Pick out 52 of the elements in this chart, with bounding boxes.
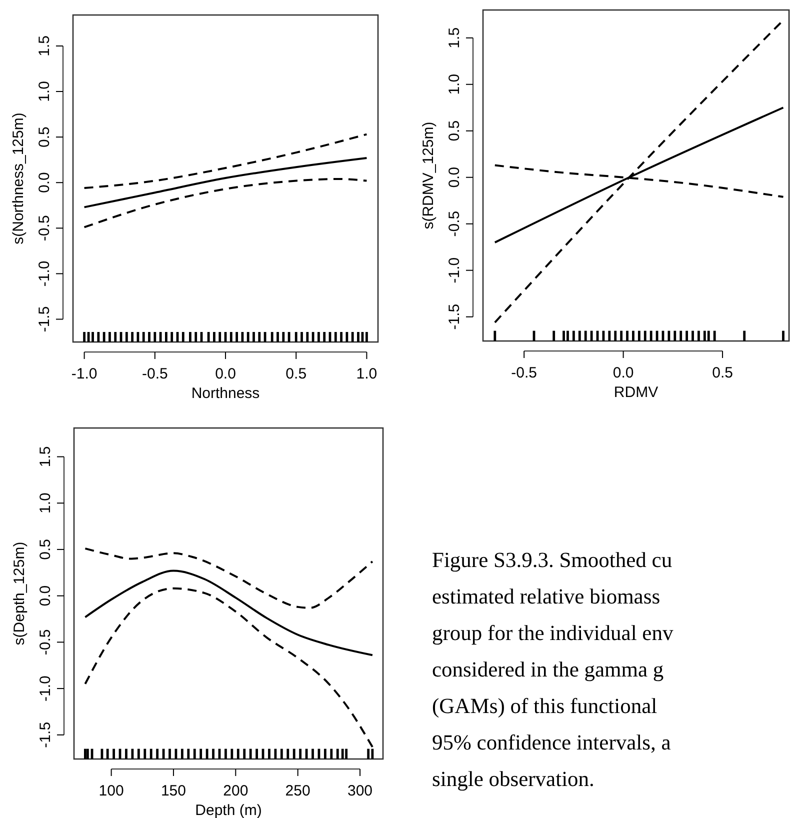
- y-axis-title: s(RDMV_125m): [420, 122, 437, 230]
- y-tick-label: 1.5: [446, 27, 463, 48]
- text: single observation.: [432, 767, 594, 791]
- x-tick-label: 150: [160, 782, 186, 800]
- y-tick-label: -0.5: [37, 629, 54, 656]
- text: group for the individual env: [432, 621, 674, 645]
- y-tick-label: 1.5: [37, 446, 54, 468]
- x-tick-label: 0.5: [286, 366, 307, 382]
- y-tick-label: 1.5: [36, 36, 53, 56]
- x-tick-label: 250: [285, 782, 310, 800]
- x-tick-label: -0.5: [511, 364, 538, 382]
- y-tick-label: 0.0: [36, 172, 53, 194]
- caption: Figure S3.9.3. Smoothed cu: [432, 548, 672, 572]
- x-tick-label: 100: [98, 782, 124, 800]
- text: 95% confidence intervals, a: [432, 730, 672, 754]
- x-axis-title: Depth (m): [195, 802, 262, 818]
- y-tick-label: -1.0: [36, 260, 53, 287]
- y-tick-label: -0.5: [446, 210, 463, 237]
- y-tick-label: 1.0: [36, 81, 53, 102]
- line-series: [83, 157, 368, 208]
- y-tick-label: 1.0: [37, 492, 54, 514]
- x-tick-label: 200: [223, 782, 248, 800]
- text: estimated relative biomass: [432, 584, 660, 608]
- y-tick-label: 0.5: [446, 120, 463, 142]
- x-tick-label: -1.0: [71, 366, 98, 382]
- y-tick-label: -1.0: [446, 257, 463, 284]
- x-tick-label: 0.0: [215, 366, 236, 382]
- y-tick-label: 0.0: [37, 585, 54, 606]
- y-tick-label: -1.5: [446, 304, 463, 330]
- x-axis-title: RDMV: [614, 384, 658, 401]
- y-tick-label: -1.5: [37, 722, 54, 748]
- line-series: [84, 570, 374, 656]
- y-tick-label: 0.0: [446, 166, 463, 188]
- y-tick-label: 0.5: [36, 126, 53, 148]
- x-axis-title: Northness: [191, 385, 260, 402]
- y-axis-title: s(Northness_125m): [10, 112, 27, 244]
- x-tick-label: 0.0: [612, 364, 634, 382]
- y-tick-label: 1.0: [446, 74, 463, 95]
- y-tick-label: -1.5: [36, 306, 53, 332]
- x-tick-label: 300: [347, 782, 373, 800]
- x-tick-label: 0.5: [712, 364, 733, 382]
- y-tick-label: -1.0: [37, 676, 54, 702]
- x-tick-label: -0.5: [142, 366, 168, 382]
- y-tick-label: -0.5: [36, 215, 53, 242]
- line-series: [83, 133, 368, 190]
- text: considered in the gamma g: [432, 658, 664, 682]
- y-axis-title: s(Depth_125m): [11, 542, 28, 646]
- text: (GAMs) of this functional: [432, 694, 658, 718]
- x-tick-label: 1.0: [356, 366, 378, 382]
- line-series: [83, 178, 368, 228]
- line-series: [84, 548, 374, 609]
- y-tick-label: 0.5: [37, 539, 54, 560]
